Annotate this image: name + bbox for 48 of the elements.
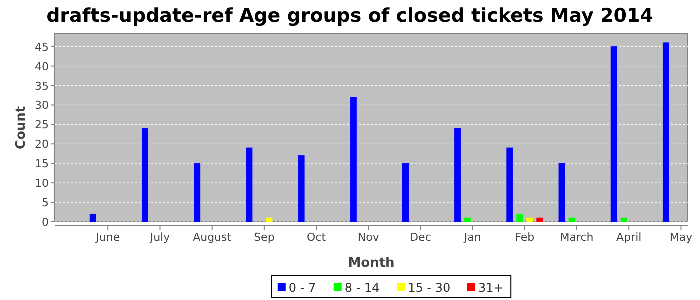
x-tick-label: Jan — [463, 231, 482, 244]
bar — [350, 97, 357, 222]
x-tick-label: April — [616, 231, 642, 244]
bar — [246, 148, 253, 222]
x-tick-label: May — [670, 231, 694, 244]
x-tick-label: Dec — [410, 231, 432, 244]
bar — [526, 218, 534, 222]
x-axis-title: Month — [348, 256, 395, 271]
bar — [454, 128, 462, 222]
bar — [620, 218, 628, 222]
x-tick-label: Oct — [307, 231, 327, 244]
bar — [610, 46, 618, 222]
bar — [568, 218, 576, 222]
bar — [558, 163, 566, 222]
y-tick-label: 35 — [35, 80, 49, 93]
bar — [464, 218, 472, 222]
bar — [506, 148, 514, 222]
legend-label: 8 - 14 — [344, 281, 380, 295]
bar — [266, 218, 273, 222]
y-tick-label: 10 — [35, 177, 49, 190]
bar — [516, 214, 524, 222]
bar — [536, 218, 544, 222]
x-tick-label: August — [193, 231, 232, 244]
y-tick-label: 5 — [42, 196, 49, 210]
x-tick-label: June — [95, 231, 120, 244]
y-tick-label: 40 — [35, 60, 49, 74]
chart-title: drafts-update-ref Age groups of closed tickets May 2014 — [46, 5, 654, 27]
y-tick-label: 15 — [35, 158, 49, 171]
y-tick-label: 25 — [35, 118, 49, 132]
y-axis-title: Count — [14, 106, 29, 150]
x-tick-label: March — [560, 231, 594, 244]
bar — [298, 156, 305, 222]
x-tick-label: July — [149, 231, 171, 244]
y-tick-label: 20 — [35, 138, 49, 152]
legend-label: 0 - 7 — [288, 281, 316, 295]
bar — [402, 163, 409, 222]
bar — [142, 128, 148, 222]
x-tick-label: Feb — [515, 231, 535, 244]
bar — [90, 214, 96, 222]
bar — [662, 42, 670, 222]
y-tick-label: 0 — [42, 216, 49, 229]
x-tick-label: Nov — [358, 231, 380, 244]
bar — [194, 163, 201, 222]
legend-label: 15 - 30 — [408, 281, 451, 295]
x-tick-label: Sep — [254, 231, 275, 244]
y-tick-label: 30 — [35, 99, 49, 112]
y-tick-label: 45 — [35, 40, 49, 54]
legend-label: 31+ — [478, 281, 504, 295]
